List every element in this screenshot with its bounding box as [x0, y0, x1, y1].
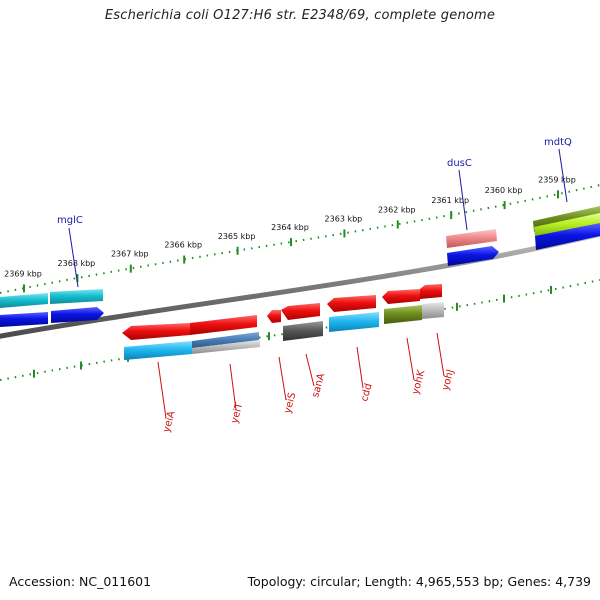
outer-ruler-label: 2360 kbp — [485, 186, 523, 195]
genome-backbone — [0, 231, 600, 339]
outer-ruler-line — [0, 184, 600, 294]
gene-blue-left-2 — [51, 307, 104, 323]
gene-cdd-red — [327, 295, 376, 312]
outer-ruler-label: 2361 kbp — [431, 196, 469, 205]
gene-label-cdd: cdd — [359, 382, 374, 402]
gene-mglC — [50, 289, 103, 304]
gene-yohJ-red — [420, 284, 442, 299]
gene-label-yeiA: yeiA — [161, 410, 177, 434]
outer-ruler-label: 2364 kbp — [271, 223, 309, 232]
gene-blue-right-1 — [447, 246, 499, 266]
gene-yeiA-sky — [124, 341, 192, 360]
gene-label-mdtQ: mdtQ — [544, 137, 572, 148]
gene-yeiT-red — [190, 315, 257, 335]
outer-ruler-labels: 2369 kbp 2368 kbp 2367 kbp 2366 kbp 2365 kbp… — [4, 175, 576, 278]
gene-cdd-sky — [329, 312, 379, 332]
bottom-leader-lines — [157, 332, 445, 419]
outer-ruler-label: 2366 kbp — [164, 241, 202, 250]
top-leader-lines — [68, 148, 568, 288]
gene-label-yeiS: yeiS — [282, 391, 298, 414]
gene-sanA-red — [281, 303, 320, 320]
gene-sanA-grey — [283, 321, 323, 341]
gene-label-mglC: mglC — [57, 215, 83, 226]
gene-yohK-red — [382, 289, 420, 304]
gene-blue-left-1 — [0, 312, 48, 327]
gene-label-dusC: dusC — [447, 158, 472, 169]
gene-label-sanA: sanA — [310, 372, 327, 399]
gene-label-yeiT: yeiT — [229, 401, 245, 425]
gene-yeiS — [267, 310, 281, 323]
outer-ruler-label: 2359 kbp — [538, 175, 576, 184]
gene-yohJ-grey — [422, 302, 444, 319]
gene-blue-right-2 — [535, 223, 600, 250]
gene-yeiA-red — [122, 323, 190, 340]
gene-cyan-left-1 — [0, 293, 48, 308]
gene-label-yohJ: yohJ — [440, 368, 456, 391]
gene-yeiT-steel — [192, 332, 259, 348]
gene-dusC — [446, 229, 497, 248]
outer-ruler-label: 2365 kbp — [218, 232, 256, 241]
gene-yohK-olive — [384, 305, 422, 324]
outer-ruler-label: 2363 kbp — [325, 214, 363, 223]
accession-label: Accession: NC_011601 — [9, 574, 152, 589]
outer-major-ticks — [23, 190, 559, 293]
map-title: Escherichia coli O127:H6 str. E2348/69, … — [104, 8, 496, 23]
outer-ruler-label: 2362 kbp — [378, 205, 416, 214]
genome-summary: Topology: circular; Length: 4,965,553 bp… — [247, 574, 591, 589]
gene-lime-right — [534, 213, 600, 237]
outer-ruler-label: 2368 kbp — [58, 259, 96, 268]
gene-yeiT-grey — [192, 340, 260, 354]
outer-ruler-label: 2369 kbp — [4, 269, 42, 278]
outer-ruler-label: 2367 kbp — [111, 250, 149, 259]
